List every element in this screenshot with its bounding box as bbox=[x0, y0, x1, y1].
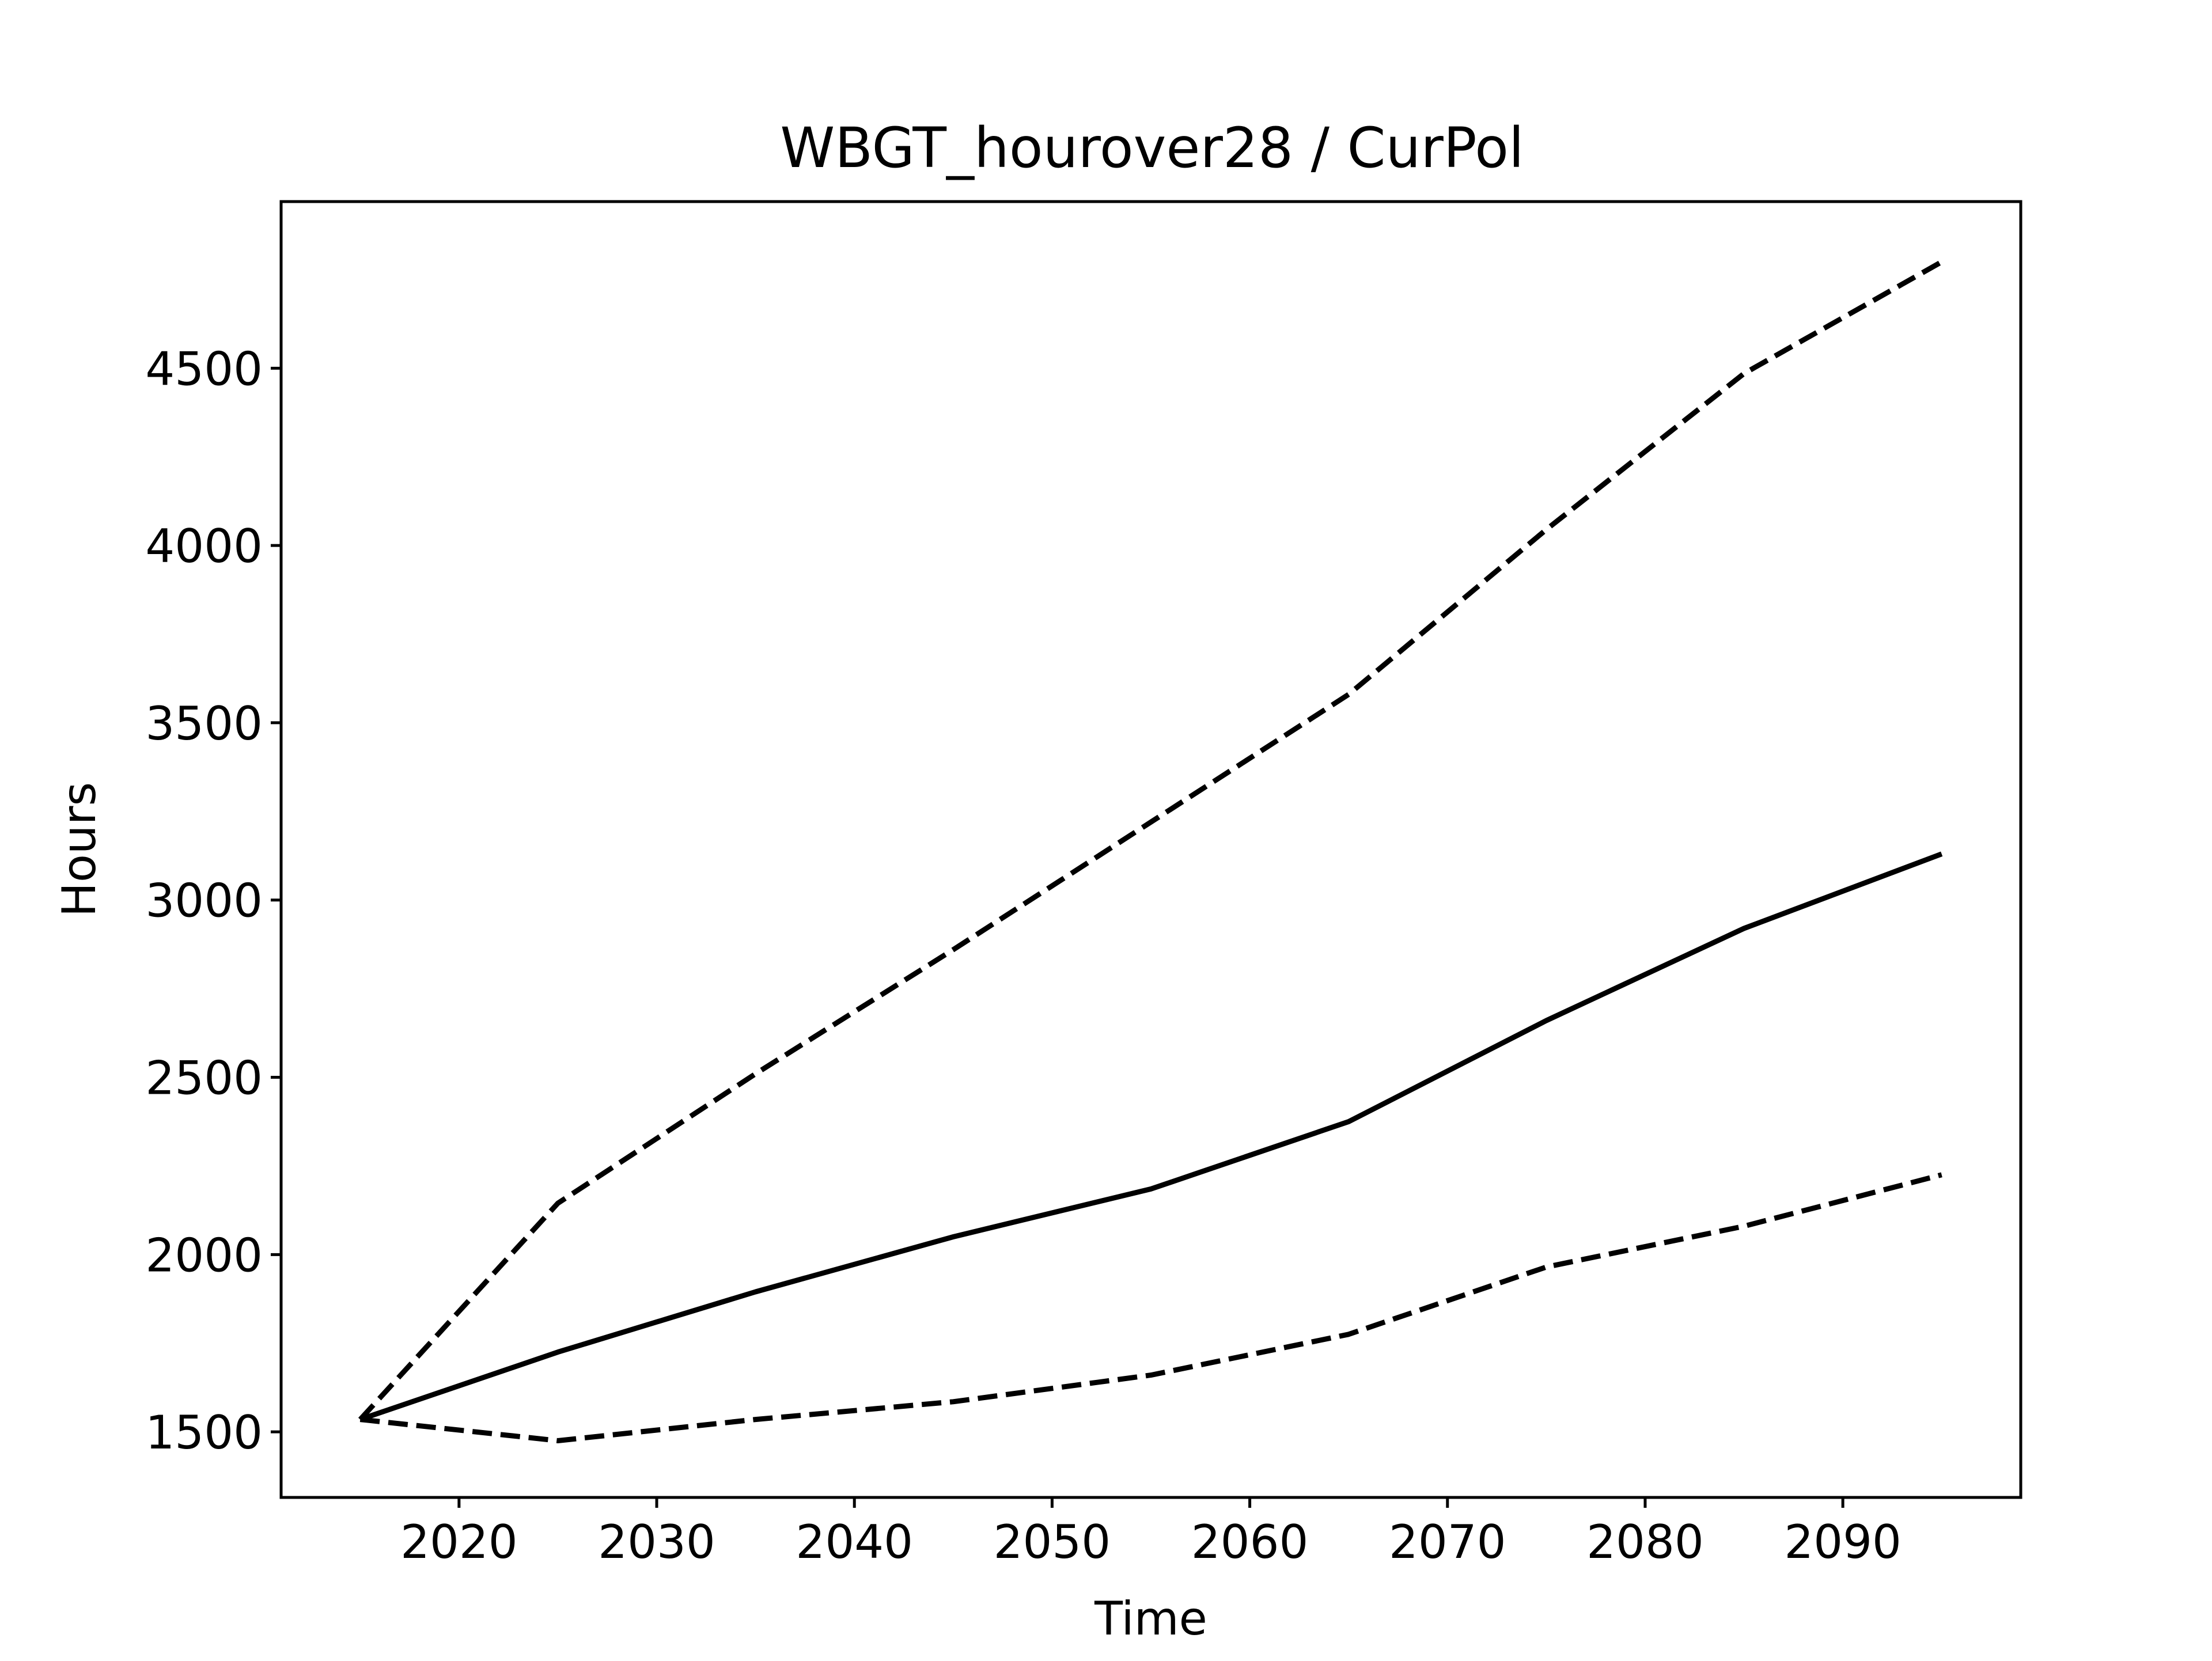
y-tick-label: 2500 bbox=[145, 1052, 263, 1105]
y-tick-label: 1500 bbox=[145, 1406, 263, 1459]
x-tick-label: 2080 bbox=[1586, 1515, 1704, 1569]
x-tick-label: 2030 bbox=[598, 1515, 715, 1569]
x-tick-label: 2090 bbox=[1784, 1515, 1902, 1569]
y-tick-label: 3500 bbox=[145, 697, 263, 750]
x-tick-label: 2050 bbox=[994, 1515, 1111, 1569]
x-axis-ticks: 2020 2030 2040 2050 2060 2070 2080 2090 bbox=[400, 1497, 1902, 1569]
series-line-3 bbox=[359, 1172, 1942, 1443]
plot-area-frame bbox=[279, 200, 2022, 1499]
y-tick-label: 3000 bbox=[145, 874, 263, 928]
x-tick-label: 2060 bbox=[1191, 1515, 1309, 1569]
chart-title: WBGT_hourover28 / CurPol bbox=[780, 116, 1524, 180]
x-axis-label: Time bbox=[1094, 1592, 1207, 1645]
y-axis-ticks: 1500 2000 2500 3000 3500 4000 4500 bbox=[145, 342, 281, 1459]
x-tick-label: 2040 bbox=[796, 1515, 913, 1569]
y-tick-label: 4500 bbox=[145, 342, 263, 396]
series-line-2 bbox=[358, 259, 1943, 1421]
x-tick-label: 2070 bbox=[1389, 1515, 1506, 1569]
y-tick-label: 2000 bbox=[145, 1228, 263, 1282]
y-tick-label: 4000 bbox=[145, 519, 263, 573]
x-tick-label: 2020 bbox=[400, 1515, 518, 1569]
series-line-1 bbox=[359, 851, 1943, 1422]
y-axis-label: Hours bbox=[52, 782, 106, 917]
plot-lines bbox=[358, 259, 1943, 1443]
